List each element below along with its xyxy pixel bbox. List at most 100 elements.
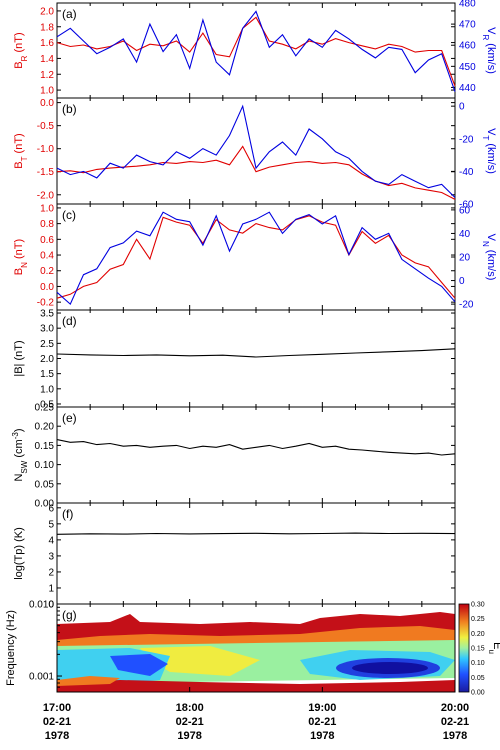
colorbar-tick-label: 0.10 — [471, 660, 485, 667]
series-line-black — [56, 348, 456, 358]
y-tick-label: 0.2 — [40, 266, 54, 277]
x-tick-date: 02-21 — [441, 716, 469, 728]
y2-tick-label: -40 — [459, 167, 474, 178]
y-tick-label: 0.010 — [29, 600, 54, 611]
y-tick-label: 2.0 — [40, 6, 54, 17]
y-tick-label: 3.5 — [40, 309, 54, 320]
series-line-red — [56, 16, 456, 87]
y-tick-label: 2.0 — [40, 354, 54, 365]
panel-c: (c) -0.2 0.0 0.2 0.4 0.6 0.8 1.0 BN (nT) -20 0 20 40… — [13, 203, 497, 310]
y-tick-label: 0.00 — [35, 499, 55, 510]
y-tick-label: 0.001 — [29, 672, 54, 683]
panel-frame — [56, 203, 456, 311]
y2-tick-label: 20 — [459, 253, 471, 264]
y2-axis-label: VR (km/s) — [482, 27, 498, 74]
colorbar-tick-label: 0.20 — [471, 631, 485, 638]
heatmap-region-deepblue-core — [352, 662, 428, 674]
panel-frame — [56, 97, 456, 205]
y-tick-label: 0.25 — [35, 403, 55, 414]
y-tick-label: 0.15 — [35, 441, 55, 452]
y-tick-label: 0.0 — [40, 98, 54, 109]
y2-axis-label: VN (km/s) — [482, 234, 498, 281]
panel-tag: (d) — [62, 314, 77, 328]
panel-tag: (g) — [62, 608, 77, 622]
y-tick-label: 1.4 — [40, 54, 54, 65]
y-tick-label: -1.5 — [37, 167, 55, 178]
y-tick-label: 3 — [48, 551, 54, 562]
panel-d: (d) 0.5 1.0 1.5 2.0 2.5 3.0 3.5 |B| (nT) — [13, 309, 456, 410]
y-tick-label: -0.2 — [37, 298, 55, 309]
heatmap-region-mid-yellow — [140, 646, 260, 676]
y-axis-label: BT (nT) — [13, 133, 29, 168]
panel-tag: (b) — [62, 102, 77, 116]
colorbar-tick-label: 0.00 — [471, 690, 485, 697]
heatmap-region-blue — [110, 654, 168, 676]
colorbar — [458, 603, 470, 693]
y-tick-label: 1.8 — [40, 22, 54, 33]
y-tick-label: -0.5 — [37, 121, 55, 132]
y2-tick-label: 480 — [459, 0, 476, 10]
y-tick-label: 2.5 — [40, 339, 54, 350]
y-tick-label: 1.0 — [40, 384, 54, 395]
x-tick-time: 20:00 — [441, 702, 469, 714]
x-tick-year: 1978 — [177, 730, 201, 742]
y2-tick-label: 470 — [459, 20, 476, 31]
panel-f: (f) 0 1 2 3 4 5 6 log(Tp) (K) — [13, 502, 456, 611]
panel-frame — [56, 502, 456, 605]
y-tick-label: 2 — [48, 567, 54, 578]
y-tick-label: -1.0 — [37, 144, 55, 155]
colorbar-tick-label: 0.30 — [471, 602, 485, 609]
y-axis-label: BN (nT) — [13, 239, 29, 275]
y-tick-label: 1.5 — [40, 369, 54, 380]
series-line-blue — [56, 104, 456, 198]
y2-tick-label: -60 — [459, 200, 474, 211]
panel-tag: (e) — [62, 411, 77, 425]
y-tick-label: 4 — [48, 535, 54, 546]
panel-e: (e) 0.00 0.05 0.10 0.15 0.20 0.25 NSW (cm-3) — [11, 403, 456, 510]
panel-a: (a) 1.0 1.2 1.4 1.6 1.8 2.0 BR (nT) 440 450 460 470… — [13, 0, 498, 99]
panel-frame — [56, 309, 456, 408]
series-line-blue — [56, 211, 456, 306]
x-tick-date: 02-21 — [43, 716, 71, 728]
y-axis-label: log(Tp) (K) — [13, 527, 25, 580]
y-axis-label: BR (nT) — [13, 32, 29, 68]
y-tick-label: 5 — [48, 519, 54, 530]
x-tick-date: 02-21 — [176, 716, 204, 728]
series-line-black — [56, 532, 456, 535]
x-tick-time: 19:00 — [308, 702, 336, 714]
y-tick-label: 0 — [48, 600, 54, 611]
series-line-red — [56, 215, 456, 299]
y-axis-label: |B| (nT) — [13, 340, 25, 376]
y-axis-label: NSW (cm-3) — [11, 428, 29, 481]
y-tick-label: 0.0 — [40, 282, 54, 293]
colorbar-tick-label: 0.15 — [471, 646, 485, 653]
y2-tick-label: 0 — [459, 276, 465, 287]
y-tick-label: 0.6 — [40, 235, 54, 246]
x-tick-time: 17:00 — [43, 702, 71, 714]
y2-tick-label: -20 — [459, 134, 474, 145]
y-tick-label: 1.6 — [40, 38, 54, 49]
panel-frame — [56, 406, 456, 504]
y2-tick-label: -20 — [459, 300, 474, 311]
panel-tag: (f) — [62, 507, 73, 521]
colorbar-label: Eu — [488, 642, 500, 654]
y-tick-label: 1 — [48, 583, 54, 594]
y-tick-label: 3.0 — [40, 324, 54, 335]
x-tick-year: 1978 — [45, 730, 69, 742]
y-tick-label: 0.20 — [35, 422, 55, 433]
x-tick-year: 1978 — [443, 730, 467, 742]
y-tick-label: 0.5 — [40, 399, 54, 410]
panel-tag: (a) — [62, 7, 77, 21]
y2-tick-label: 0 — [459, 102, 465, 113]
series-line-black — [56, 439, 456, 456]
y-tick-label: 0.10 — [35, 460, 55, 471]
colorbar-tick-label: 0.05 — [471, 675, 485, 682]
y-tick-label: 1.0 — [40, 203, 54, 214]
y2-tick-label: 40 — [459, 229, 471, 240]
y-tick-label: 6 — [48, 503, 54, 514]
y2-tick-label: 440 — [459, 83, 476, 94]
x-tick-time: 18:00 — [176, 702, 204, 714]
y2-tick-label: 460 — [459, 41, 476, 52]
panel-b: (b) -2.0 -1.5 -1.0 -0.5 0.0 BT (nT) -60 -40 -20 0 V… — [13, 97, 497, 211]
series-line-red — [56, 145, 456, 200]
